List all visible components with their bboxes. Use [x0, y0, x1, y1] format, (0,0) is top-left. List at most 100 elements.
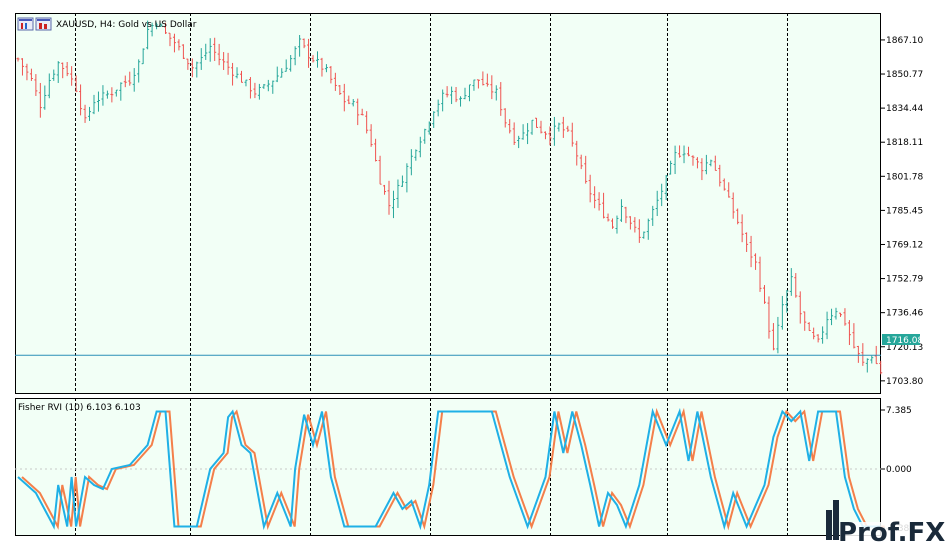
candle: [704, 154, 708, 175]
candle: [204, 43, 208, 60]
candle: [615, 215, 619, 234]
candle: [289, 55, 293, 72]
candle: [105, 90, 109, 99]
candle: [713, 155, 717, 171]
candle: [16, 57, 20, 62]
candle: [110, 87, 114, 103]
candle: [266, 79, 270, 92]
candle: [338, 85, 342, 95]
candle: [539, 120, 543, 134]
candle: [445, 86, 449, 98]
candle: [508, 119, 512, 134]
candle: [548, 126, 552, 146]
price-tick-label: 1834.44: [886, 104, 923, 114]
candle: [436, 99, 440, 117]
candle: [208, 38, 212, 62]
candle: [794, 273, 798, 298]
candle: [284, 59, 288, 72]
prof-fx-logo: Prof.FX: [826, 500, 945, 546]
candle: [79, 84, 83, 116]
candle: [275, 66, 279, 83]
chart-title: XAUUSD, H4: Gold vs US Dollar: [56, 20, 197, 30]
chart-window-icon[interactable]: [17, 17, 34, 31]
candle: [141, 48, 145, 65]
candle: [830, 308, 834, 326]
candle: [722, 178, 726, 191]
indicator-pane[interactable]: [15, 398, 881, 536]
candle: [669, 160, 673, 175]
candle: [490, 75, 494, 100]
candle: [879, 360, 883, 375]
logo-text: Prof.FX: [838, 518, 945, 546]
candle: [414, 149, 418, 161]
candle: [570, 122, 574, 147]
candle: [579, 154, 583, 170]
candle: [235, 67, 239, 79]
price-tick-label: 1720.13: [886, 343, 923, 353]
candle: [70, 66, 74, 86]
candle: [593, 186, 597, 209]
candle: [365, 111, 369, 134]
candle: [119, 82, 123, 101]
candle: [47, 73, 51, 99]
price-tick-label: 1703.80: [886, 377, 923, 387]
main-line: [17, 407, 881, 531]
candle: [61, 62, 65, 79]
price-tick-label: 1752.79: [886, 275, 923, 285]
candle: [655, 190, 659, 217]
candle: [736, 208, 740, 225]
candle: [597, 192, 601, 211]
candle: [168, 32, 172, 47]
candle: [825, 311, 829, 340]
candle: [405, 163, 409, 193]
candle: [856, 345, 860, 363]
candle: [396, 179, 400, 208]
candle: [843, 308, 847, 326]
candle: [678, 145, 682, 158]
candle: [709, 159, 713, 167]
candle: [324, 64, 328, 73]
candle: [418, 136, 422, 158]
candle: [821, 326, 825, 344]
candle: [96, 91, 100, 112]
candle: [606, 213, 610, 222]
candle: [749, 235, 753, 268]
candle: [754, 253, 758, 270]
candle: [231, 62, 235, 86]
candle: [745, 232, 749, 252]
candle: [700, 158, 704, 181]
candle: [164, 22, 168, 34]
candle: [311, 55, 315, 63]
candle: [651, 205, 655, 226]
candle: [646, 218, 650, 240]
candle: [298, 35, 302, 57]
candle: [771, 323, 775, 351]
candle: [441, 89, 445, 112]
candle: [463, 87, 467, 100]
candle: [146, 20, 150, 50]
candle: [378, 155, 382, 185]
indicator-tick-label: 7.385: [886, 406, 912, 416]
current-price-tag: 1716.08: [882, 334, 923, 346]
candle: [177, 39, 181, 51]
candle: [329, 66, 333, 84]
candle: [248, 77, 252, 99]
candle: [226, 52, 230, 75]
candle: [195, 61, 199, 78]
candle: [123, 75, 127, 88]
candle: [356, 98, 360, 126]
indicator-title: Fisher RVI (10) 6.103 6.103: [18, 403, 141, 413]
template-icon[interactable]: [35, 17, 52, 31]
candle: [293, 46, 297, 66]
candle: [262, 83, 266, 89]
candle: [776, 316, 780, 354]
candle: [628, 216, 632, 230]
candle: [423, 128, 427, 144]
candle: [280, 68, 284, 78]
candle: [427, 121, 431, 135]
logo-bar-icon: [826, 510, 832, 540]
candle: [588, 174, 592, 203]
price-chart-pane[interactable]: [15, 13, 881, 394]
candle: [807, 322, 811, 332]
